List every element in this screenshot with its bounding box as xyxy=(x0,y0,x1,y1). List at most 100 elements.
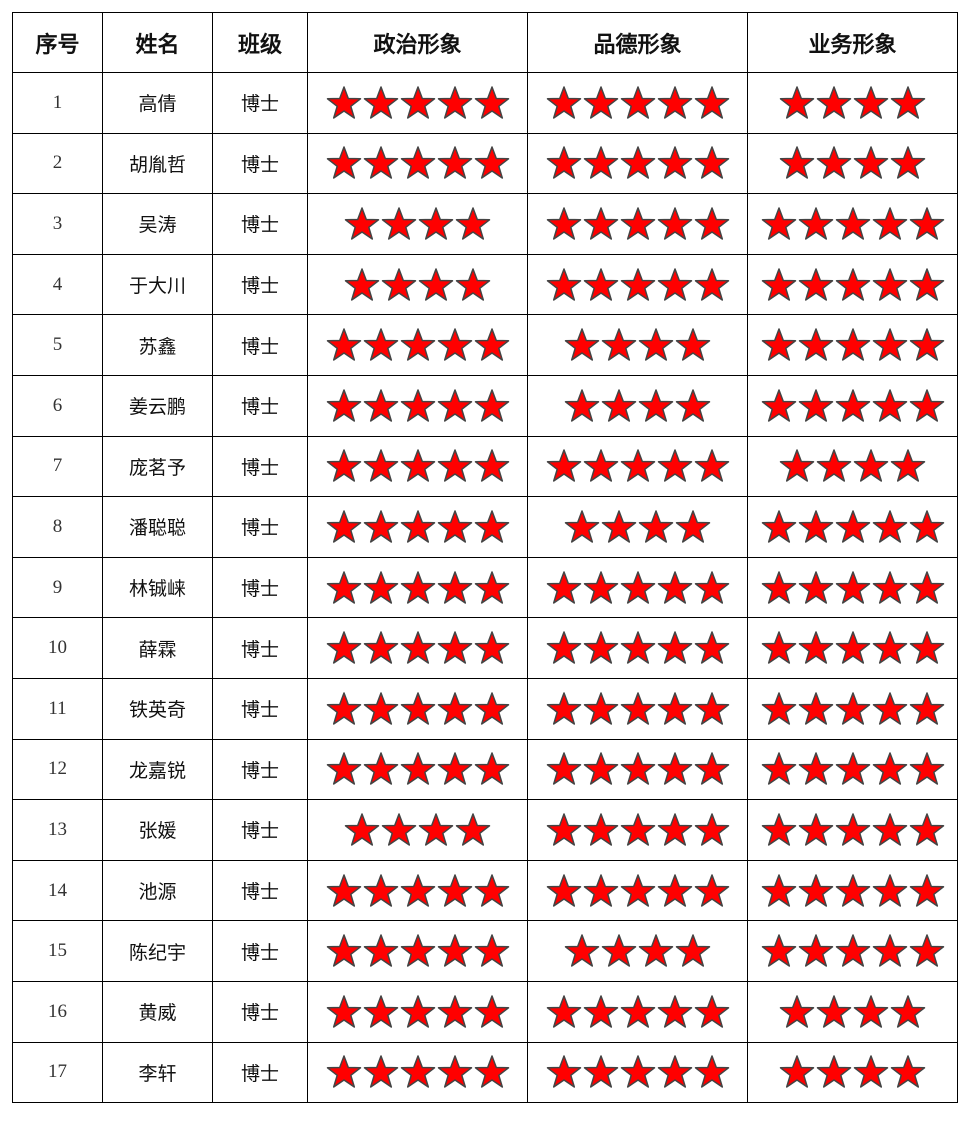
cell-class: 博士 xyxy=(212,435,308,498)
star-icon xyxy=(363,1055,398,1089)
star-rating xyxy=(326,873,510,909)
star-icon xyxy=(418,267,454,301)
star-icon xyxy=(583,631,618,664)
star-icon xyxy=(620,207,655,240)
star-icon xyxy=(620,813,655,846)
star-icon xyxy=(474,570,509,604)
star-icon xyxy=(638,389,674,422)
star-icon xyxy=(657,873,692,907)
star-icon xyxy=(437,449,472,483)
cell-no: 15 xyxy=(12,920,103,982)
star-icon xyxy=(474,328,509,361)
star-icon xyxy=(474,146,509,180)
cell-name: 池源 xyxy=(102,859,213,922)
star-icon xyxy=(620,873,655,907)
star-icon xyxy=(583,813,618,846)
star-icon xyxy=(675,389,711,422)
table-row: 1 高倩 博士 xyxy=(12,72,958,134)
cell-class: 博士 xyxy=(212,617,308,679)
star-icon xyxy=(909,813,944,846)
star-rating xyxy=(326,691,510,727)
star-icon xyxy=(418,813,454,846)
star-icon xyxy=(546,1055,581,1089)
star-rating xyxy=(326,145,510,181)
star-icon xyxy=(694,873,729,907)
star-icon xyxy=(344,207,380,240)
star-icon xyxy=(400,934,435,967)
table-row: 3 吴涛 博士 xyxy=(12,193,958,255)
star-icon xyxy=(363,691,398,725)
star-icon xyxy=(363,570,398,604)
table-row: 10 薛霖 博士 xyxy=(12,617,958,679)
table-row: 16 黄威 博士 xyxy=(12,980,958,1043)
star-icon xyxy=(798,873,833,907)
star-icon xyxy=(798,510,833,543)
star-icon xyxy=(835,813,870,846)
cell-business-rating xyxy=(747,799,958,861)
star-icon xyxy=(583,86,618,119)
cell-business-rating xyxy=(747,738,958,801)
star-icon xyxy=(474,631,509,664)
star-icon xyxy=(657,449,692,483)
cell-moral-rating xyxy=(527,980,748,1043)
star-icon xyxy=(363,449,398,483)
star-rating xyxy=(761,267,945,303)
star-icon xyxy=(798,752,833,786)
star-icon xyxy=(761,510,796,543)
cell-moral-rating xyxy=(527,374,748,437)
cell-no: 3 xyxy=(12,193,103,255)
cell-name: 庞茗予 xyxy=(102,435,213,498)
star-icon xyxy=(909,267,944,301)
star-icon xyxy=(835,267,870,301)
cell-political-rating xyxy=(307,1041,528,1104)
cell-class: 博士 xyxy=(212,980,308,1043)
star-rating xyxy=(761,509,945,545)
star-icon xyxy=(437,752,472,786)
star-icon xyxy=(798,691,833,725)
star-icon xyxy=(474,752,509,786)
star-icon xyxy=(474,510,509,543)
star-icon xyxy=(363,934,398,967)
star-icon xyxy=(835,510,870,543)
cell-moral-rating xyxy=(527,72,748,134)
star-icon xyxy=(363,873,398,907)
star-rating xyxy=(761,933,945,969)
star-icon xyxy=(381,267,417,301)
cell-political-rating xyxy=(307,253,528,316)
star-rating xyxy=(546,570,730,606)
cell-class: 博士 xyxy=(212,920,308,982)
cell-no: 8 xyxy=(12,496,103,558)
star-icon xyxy=(872,631,907,664)
star-rating xyxy=(779,145,926,181)
cell-class: 博士 xyxy=(212,677,308,740)
cell-political-rating xyxy=(307,738,528,801)
cell-no: 7 xyxy=(12,435,103,498)
star-icon xyxy=(694,267,729,301)
cell-name: 潘聪聪 xyxy=(102,496,213,558)
star-icon xyxy=(872,267,907,301)
star-icon xyxy=(657,631,692,664)
cell-political-rating xyxy=(307,314,528,376)
cell-moral-rating xyxy=(527,253,748,316)
star-icon xyxy=(546,873,581,907)
star-icon xyxy=(400,328,435,361)
star-icon xyxy=(657,1055,692,1089)
cell-political-rating xyxy=(307,72,528,134)
star-icon xyxy=(546,631,581,664)
cell-class: 博士 xyxy=(212,193,308,255)
star-rating xyxy=(761,206,945,242)
star-icon xyxy=(400,631,435,664)
cell-moral-rating xyxy=(527,314,748,376)
star-icon xyxy=(474,1055,509,1089)
star-icon xyxy=(657,691,692,725)
star-icon xyxy=(546,691,581,725)
star-rating xyxy=(779,994,926,1030)
star-icon xyxy=(798,570,833,604)
star-rating xyxy=(344,267,491,303)
star-icon xyxy=(872,934,907,967)
star-icon xyxy=(835,631,870,664)
star-icon xyxy=(853,86,889,119)
star-rating xyxy=(326,327,510,363)
star-icon xyxy=(872,207,907,240)
star-icon xyxy=(400,146,435,180)
